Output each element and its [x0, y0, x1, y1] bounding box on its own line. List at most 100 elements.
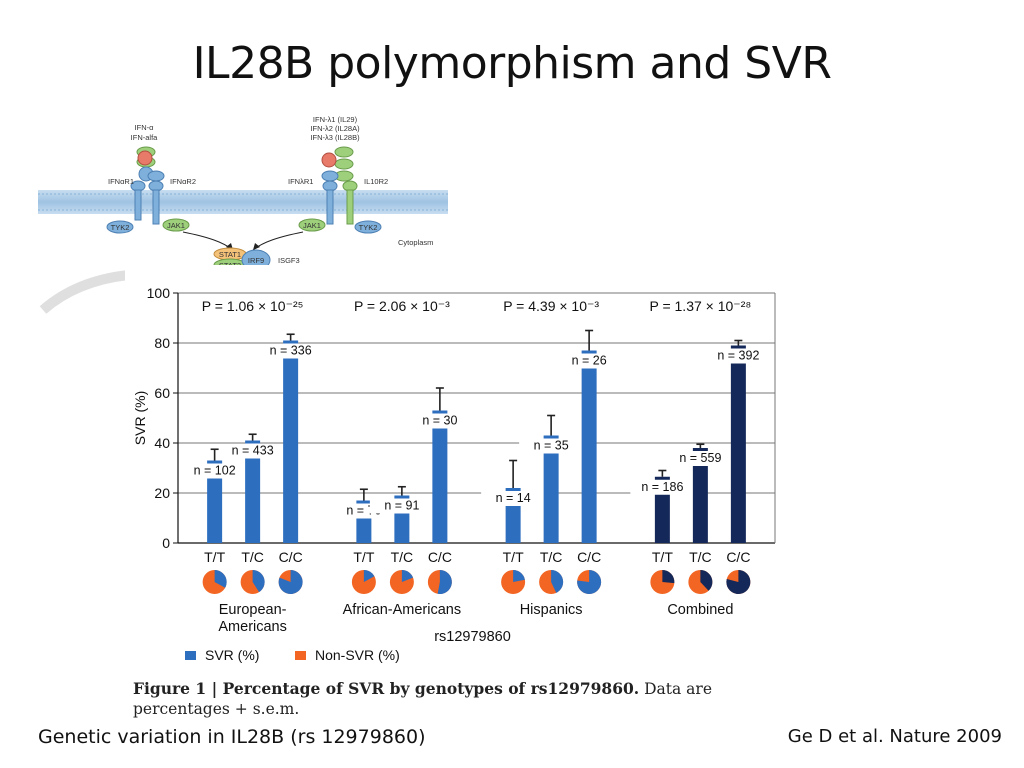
- n-label-0-2: n = 336: [270, 344, 312, 358]
- legend-swatch-0: [185, 651, 196, 660]
- y-tick-label-0: 0: [162, 535, 170, 551]
- genotype-label-1-1: T/C: [391, 549, 414, 565]
- genotype-label-0-0: T/T: [204, 549, 225, 565]
- receptor-label-ifnar2: IFNαR2: [170, 177, 196, 186]
- group-label-1-0: African-Americans: [343, 602, 461, 618]
- n-label-bg-0-0: [182, 463, 247, 479]
- jak1-left-icon: [162, 218, 190, 232]
- genotype-label-3-0: T/T: [652, 549, 673, 565]
- genotype-label-2-1: T/C: [540, 549, 563, 565]
- n-label-bg-0-1: [220, 443, 285, 459]
- receptor-label-ifnar1: IFNαR1: [108, 177, 134, 186]
- p-value-label-0: P = 1.06 × 10⁻²⁵: [202, 298, 304, 314]
- pie-svr-0-0: [214, 570, 227, 588]
- ligand-right-label-3: IFN-λ3 (IL28B): [310, 133, 360, 142]
- n-label-bg-0-2: [258, 343, 323, 359]
- bar-3-1: [692, 448, 708, 543]
- genotype-label-2-0: T/T: [503, 549, 524, 565]
- p-value-label-1: P = 2.06 × 10⁻³: [354, 298, 450, 314]
- legend-swatch-1: [295, 651, 306, 660]
- p-value-label-2: P = 4.39 × 10⁻³: [503, 298, 599, 314]
- pie-svr-3-2: [726, 570, 751, 594]
- genotype-label-2-2: C/C: [577, 549, 601, 565]
- pie-svr-1-0: [363, 570, 375, 582]
- figure-caption: Figure 1 | Percentage of SVR by genotype…: [133, 679, 773, 719]
- genotype-label-1-2: C/C: [428, 549, 452, 565]
- caption-rest: Data are percentages + s.e.m.: [133, 680, 713, 718]
- n-label-bg-2-0: [481, 491, 546, 506]
- n-label-bg-3-0: [630, 479, 695, 495]
- receptor-label-il10r2: IL10R2: [364, 177, 388, 186]
- ligand-left-label-2: IFN-alfa: [131, 133, 159, 142]
- n-label-3-1: n = 559: [679, 451, 721, 465]
- pie-svr-3-0: [662, 570, 675, 584]
- ligand-right-label-1: IFN-λ1 (IL29): [313, 115, 358, 124]
- figure-panel: 0 20 40 60 80 100 SVR (%) P = 1.06 × 10⁻²⁵ n = 1…: [125, 265, 780, 720]
- slide-title: IL28B polymorphism and SVR: [192, 38, 832, 89]
- n-label-bg-3-1: [668, 451, 733, 466]
- n-label-2-0: n = 14: [496, 491, 531, 505]
- n-label-2-1: n = 35: [534, 439, 569, 453]
- pie-svr-2-2: [577, 570, 602, 594]
- genotype-label-3-1: T/C: [689, 549, 712, 565]
- group-label-3-0: Combined: [667, 602, 733, 618]
- caption-bold: Figure 1 | Percentage of SVR by genotype…: [133, 679, 640, 698]
- kinase-label-4: TYK2: [359, 223, 378, 232]
- p-value-label-3: P = 1.37 × 10⁻²⁸: [649, 298, 751, 314]
- y-tick-label-20: 20: [154, 485, 170, 501]
- footer-left-note: Genetic variation in IL28B (rs 12979860): [38, 726, 426, 748]
- ligand-right-label-2: IFN-λ2 (IL28A): [310, 124, 360, 133]
- complex-label-stat1: STAT1: [219, 250, 241, 259]
- n-label-bg-3-2: [706, 348, 771, 364]
- bar-0-0: [207, 460, 223, 543]
- n-label-3-0: n = 186: [641, 480, 683, 494]
- tyk2-right-icon: [354, 220, 382, 234]
- n-label-bg-1-2: [407, 413, 472, 429]
- y-tick-label-100: 100: [147, 285, 171, 301]
- bar-0-1: [245, 440, 261, 543]
- y-axis-label: SVR (%): [132, 391, 148, 445]
- legend-label-1: Non-SVR (%): [315, 647, 400, 663]
- n-label-2-2: n = 26: [572, 354, 607, 368]
- legend-label-0: SVR (%): [205, 647, 259, 663]
- n-label-1-2: n = 30: [422, 414, 457, 428]
- svr-bar-chart: 0 20 40 60 80 100 SVR (%) P = 1.06 × 10⁻²⁵ n = 1…: [132, 285, 776, 663]
- ifn-alpha-receptor: [130, 146, 165, 225]
- kinase-label-1: TYK2: [111, 223, 130, 232]
- snp-label: rs12979860: [434, 629, 511, 645]
- genotype-label-0-1: T/C: [241, 549, 264, 565]
- pie-svr-0-1: [252, 570, 265, 593]
- cytoplasm-label: Cytoplasm: [398, 238, 433, 247]
- group-label-0-1: Americans: [218, 619, 287, 635]
- tyk2-left-icon: [106, 220, 134, 234]
- pie-svr-0-2: [278, 570, 303, 594]
- complex-label-irf9: IRF9: [248, 256, 264, 265]
- bar-0-2: [283, 340, 299, 543]
- n-label-3-2: n = 392: [717, 349, 759, 363]
- complex-label-isgf3: ISGF3: [278, 256, 300, 265]
- receptor-label-ifnlr1: IFNλR1: [288, 177, 313, 186]
- n-label-bg-2-2: [557, 353, 622, 369]
- n-label-0-1: n = 433: [232, 444, 274, 458]
- n-label-bg-1-1: [369, 498, 434, 514]
- n-label-1-1: n = 91: [384, 499, 419, 513]
- pie-svr-2-1: [551, 570, 564, 593]
- pie-svr-1-2: [437, 570, 452, 594]
- genotype-label-3-2: C/C: [726, 549, 750, 565]
- group-label-2-0: Hispanics: [520, 602, 583, 618]
- pie-svr-2-0: [513, 570, 525, 582]
- jak1-right-icon: [298, 218, 326, 232]
- genotype-label-0-2: C/C: [279, 549, 303, 565]
- y-tick-label-80: 80: [154, 335, 170, 351]
- genotype-label-1-0: T/T: [353, 549, 374, 565]
- y-tick-label-60: 60: [154, 385, 170, 401]
- footer-citation: Ge D et al. Nature 2009: [787, 726, 1002, 747]
- ifn-lambda-receptor: [321, 146, 358, 225]
- bar-1-2: [432, 410, 448, 543]
- y-tick-label-40: 40: [154, 435, 170, 451]
- group-label-0-0: European-: [219, 602, 287, 618]
- bar-2-1: [543, 435, 559, 543]
- bar-3-2: [730, 345, 746, 543]
- kinase-label-2: JAK1: [167, 221, 185, 230]
- n-label-0-0: n = 102: [194, 464, 236, 478]
